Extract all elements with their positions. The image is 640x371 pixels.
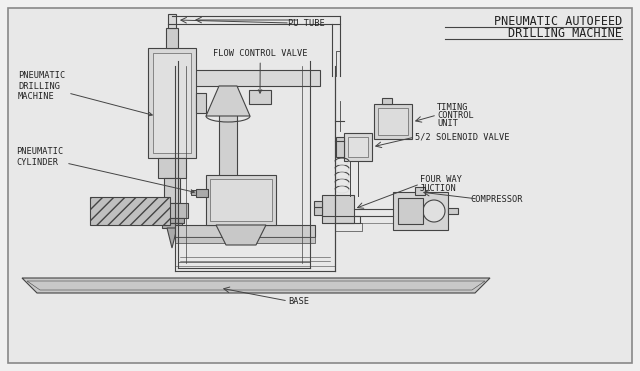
Bar bbox=[164, 178, 180, 203]
Bar bbox=[166, 28, 178, 48]
Bar bbox=[206, 175, 276, 225]
Bar bbox=[210, 179, 272, 221]
Text: PNEUMATIC
DRILLING
MACHINE: PNEUMATIC DRILLING MACHINE bbox=[18, 71, 152, 116]
Bar bbox=[348, 137, 368, 157]
Bar bbox=[322, 195, 354, 223]
Text: TIMING: TIMING bbox=[437, 102, 468, 112]
Bar bbox=[398, 198, 423, 224]
Bar bbox=[249, 90, 271, 104]
Polygon shape bbox=[206, 86, 250, 116]
Bar bbox=[415, 187, 425, 195]
Bar bbox=[148, 48, 196, 158]
Text: 5/2 SOLENOID VALVE: 5/2 SOLENOID VALVE bbox=[415, 132, 509, 141]
Text: FLOW CONTROL VALVE: FLOW CONTROL VALVE bbox=[213, 49, 307, 93]
Bar bbox=[153, 53, 191, 153]
Text: JUCTION: JUCTION bbox=[420, 184, 457, 193]
Bar bbox=[196, 93, 206, 113]
Text: PNEUMATIC AUTOFEED: PNEUMATIC AUTOFEED bbox=[493, 15, 622, 28]
Bar bbox=[374, 104, 412, 139]
Bar bbox=[90, 197, 170, 225]
Bar bbox=[336, 137, 344, 157]
Text: CONTROL: CONTROL bbox=[437, 111, 474, 119]
Bar bbox=[175, 225, 315, 237]
Bar bbox=[393, 192, 448, 230]
Text: UNIT: UNIT bbox=[437, 118, 458, 128]
Bar bbox=[378, 108, 408, 135]
Text: PNEUMATIC
CYLINDER: PNEUMATIC CYLINDER bbox=[16, 147, 194, 193]
Bar bbox=[168, 70, 320, 86]
Text: FOUR WAY: FOUR WAY bbox=[420, 174, 462, 184]
Bar bbox=[160, 218, 184, 223]
Bar bbox=[314, 207, 322, 215]
Bar bbox=[191, 190, 196, 195]
Text: PU TUBE: PU TUBE bbox=[288, 19, 324, 27]
Bar bbox=[175, 237, 315, 243]
Circle shape bbox=[423, 200, 445, 222]
Polygon shape bbox=[167, 228, 177, 248]
Text: BASE: BASE bbox=[288, 296, 309, 305]
Bar bbox=[168, 14, 176, 28]
Polygon shape bbox=[22, 278, 490, 293]
Bar bbox=[448, 208, 458, 214]
Polygon shape bbox=[216, 225, 266, 245]
Text: DRILLING MACHINE: DRILLING MACHINE bbox=[508, 27, 622, 40]
Bar bbox=[196, 189, 208, 197]
Bar bbox=[382, 98, 392, 104]
Bar bbox=[314, 201, 322, 207]
Bar bbox=[344, 133, 372, 161]
Bar bbox=[158, 158, 186, 178]
Bar bbox=[156, 203, 188, 218]
Text: COMPRESSOR: COMPRESSOR bbox=[470, 194, 522, 204]
Bar bbox=[219, 86, 237, 238]
Bar bbox=[162, 223, 182, 228]
